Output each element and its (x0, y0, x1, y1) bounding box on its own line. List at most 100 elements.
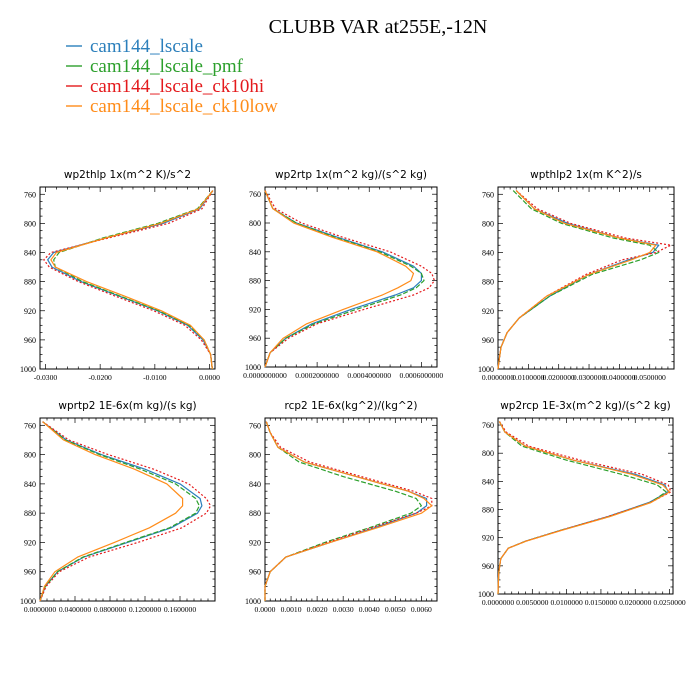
plot-frame (39, 417, 216, 602)
y-tick-label: 880 (24, 509, 36, 518)
panel-title: wp2thlp 1x(m^2 K)/s^2 (64, 169, 191, 181)
x-tick-label: 0.0060 (411, 605, 432, 614)
x-tick-label: 0.0300000 (573, 373, 605, 382)
x-tick-label: 0.0000000 (24, 605, 56, 614)
x-tick-label: 0.1200000 (129, 605, 161, 614)
y-tick-label: 960 (482, 336, 494, 345)
chart-panel-6: wp2rcp 1E-3x(m^2 kg)/(s^2 kg) 760 800 840 88… (478, 400, 686, 607)
series-line-4 (497, 421, 671, 595)
y-tick-label: 1000 (245, 363, 261, 372)
y-tick-label: 880 (249, 509, 261, 518)
y-tick-label: 920 (482, 307, 494, 316)
series-line-2 (497, 190, 660, 370)
y-tick-label: 760 (24, 190, 36, 199)
y-tick-label: 840 (482, 249, 494, 258)
y-tick-label: 880 (24, 278, 36, 287)
y-tick-label: 960 (24, 568, 36, 577)
legend-label-1: cam144_lscale_pmf (90, 56, 244, 77)
x-tick-label: -0.0100 (143, 373, 167, 382)
y-tick-label: 800 (249, 219, 261, 228)
x-tick-label: 0.0002000000 (295, 371, 339, 380)
plot-frame (497, 417, 674, 595)
x-tick-label: 0.0200000 (543, 373, 575, 382)
x-tick-label: 0.0000000 (482, 598, 514, 607)
plot-frame (39, 186, 216, 370)
y-tick-label: 840 (24, 249, 36, 258)
x-tick-label: 0.0050 (385, 605, 406, 614)
y-tick-label: 800 (24, 451, 36, 460)
chart-panel-4: wprtp2 1E-6x(m kg)/(s kg) 760 800 840 880 920… (20, 400, 216, 614)
x-tick-label: 0.0000000 (482, 373, 514, 382)
y-tick-label: 880 (482, 506, 494, 515)
y-tick-label: 960 (482, 562, 494, 571)
y-tick-label: 920 (482, 534, 494, 543)
x-tick-label: 0.0020 (307, 605, 328, 614)
x-tick-label: 0.0400000 (59, 605, 91, 614)
x-tick-label: 0.0006000000 (400, 371, 444, 380)
y-tick-label: 1000 (245, 597, 261, 606)
y-tick-label: 1000 (478, 590, 494, 599)
y-tick-label: 840 (249, 248, 261, 257)
y-tick-label: 880 (482, 278, 494, 287)
plot-frame (264, 186, 438, 368)
x-tick-label: 0.0050000 (516, 598, 548, 607)
x-tick-label: 0.0500000 (634, 373, 666, 382)
y-tick-label: 920 (249, 305, 261, 314)
legend: cam144_lscalecam144_lscale_pmfcam144_lsc… (66, 36, 278, 117)
series-line-3 (264, 190, 435, 368)
series-line-4 (50, 190, 214, 370)
y-tick-label: 1000 (20, 597, 36, 606)
series-line-4 (264, 421, 433, 601)
x-tick-label: 0.0000 (255, 605, 276, 614)
x-tick-label: 0.0010 (281, 605, 302, 614)
panel-title: wp2rcp 1E-3x(m^2 kg)/(s^2 kg) (500, 400, 671, 412)
x-tick-label: 0.0250000 (653, 598, 685, 607)
x-tick-label: 0.0100000 (550, 598, 582, 607)
y-tick-label: 760 (482, 421, 494, 430)
x-tick-label: 0.0400000 (603, 373, 635, 382)
figure-title: CLUBB VAR at255E,-12N (269, 16, 488, 38)
chart-panel-3: wpthlp2 1x(m K^2)/s 760 800 840 880 920 960 100… (478, 169, 675, 382)
series-line-4 (39, 421, 184, 602)
y-tick-label: 760 (24, 421, 36, 430)
y-tick-label: 960 (249, 568, 261, 577)
y-tick-label: 920 (249, 538, 261, 547)
x-tick-label: -0.0200 (88, 373, 112, 382)
y-tick-label: 920 (24, 538, 36, 547)
series-line-4 (264, 190, 415, 368)
x-tick-label: 0.0004000000 (347, 371, 391, 380)
x-tick-label: 0.0040 (359, 605, 380, 614)
series-line-1 (39, 421, 203, 602)
y-tick-label: 920 (24, 307, 36, 316)
y-tick-label: 800 (249, 451, 261, 460)
legend-label-2: cam144_lscale_ck10hi (90, 76, 264, 97)
x-tick-label: -0.0300 (34, 373, 58, 382)
x-tick-label: 0.0150000 (585, 598, 617, 607)
y-tick-label: 800 (482, 449, 494, 458)
panel-title: wp2rtp 1x(m^2 kg)/(s^2 kg) (275, 169, 427, 181)
chart-panel-5: rcp2 1E-6x(kg^2)/(kg^2) 760 800 840 880 920 96… (245, 400, 438, 614)
series-line-2 (39, 421, 200, 602)
panel-title: wprtp2 1E-6x(m kg)/(s kg) (58, 400, 196, 412)
series-line-3 (39, 421, 212, 602)
plot-frame (497, 186, 675, 370)
y-tick-label: 760 (249, 190, 261, 199)
series-line-4 (497, 190, 657, 370)
y-tick-label: 840 (249, 480, 261, 489)
legend-label-3: cam144_lscale_ck10low (90, 96, 278, 117)
chart-panel-1: wp2thlp 1x(m^2 K)/s^2 760 800 840 880 920 960 1… (20, 169, 220, 382)
y-tick-label: 840 (24, 480, 36, 489)
panel-title: wpthlp2 1x(m K^2)/s (530, 169, 642, 181)
x-tick-label: 0.0800000 (94, 605, 126, 614)
y-tick-label: 1000 (20, 365, 36, 374)
y-tick-label: 760 (249, 421, 261, 430)
y-tick-label: 800 (482, 219, 494, 228)
chart-panel-2: wp2rtp 1x(m^2 kg)/(s^2 kg) 760 800 840 880 92… (243, 169, 443, 380)
y-tick-label: 840 (482, 477, 494, 486)
series-line-2 (264, 190, 425, 368)
x-tick-label: 0.0000 (199, 373, 220, 382)
x-tick-label: 0.0030 (333, 605, 354, 614)
chart-panels: wp2thlp 1x(m^2 K)/s^2 760 800 840 880 920 960 1… (20, 169, 686, 614)
